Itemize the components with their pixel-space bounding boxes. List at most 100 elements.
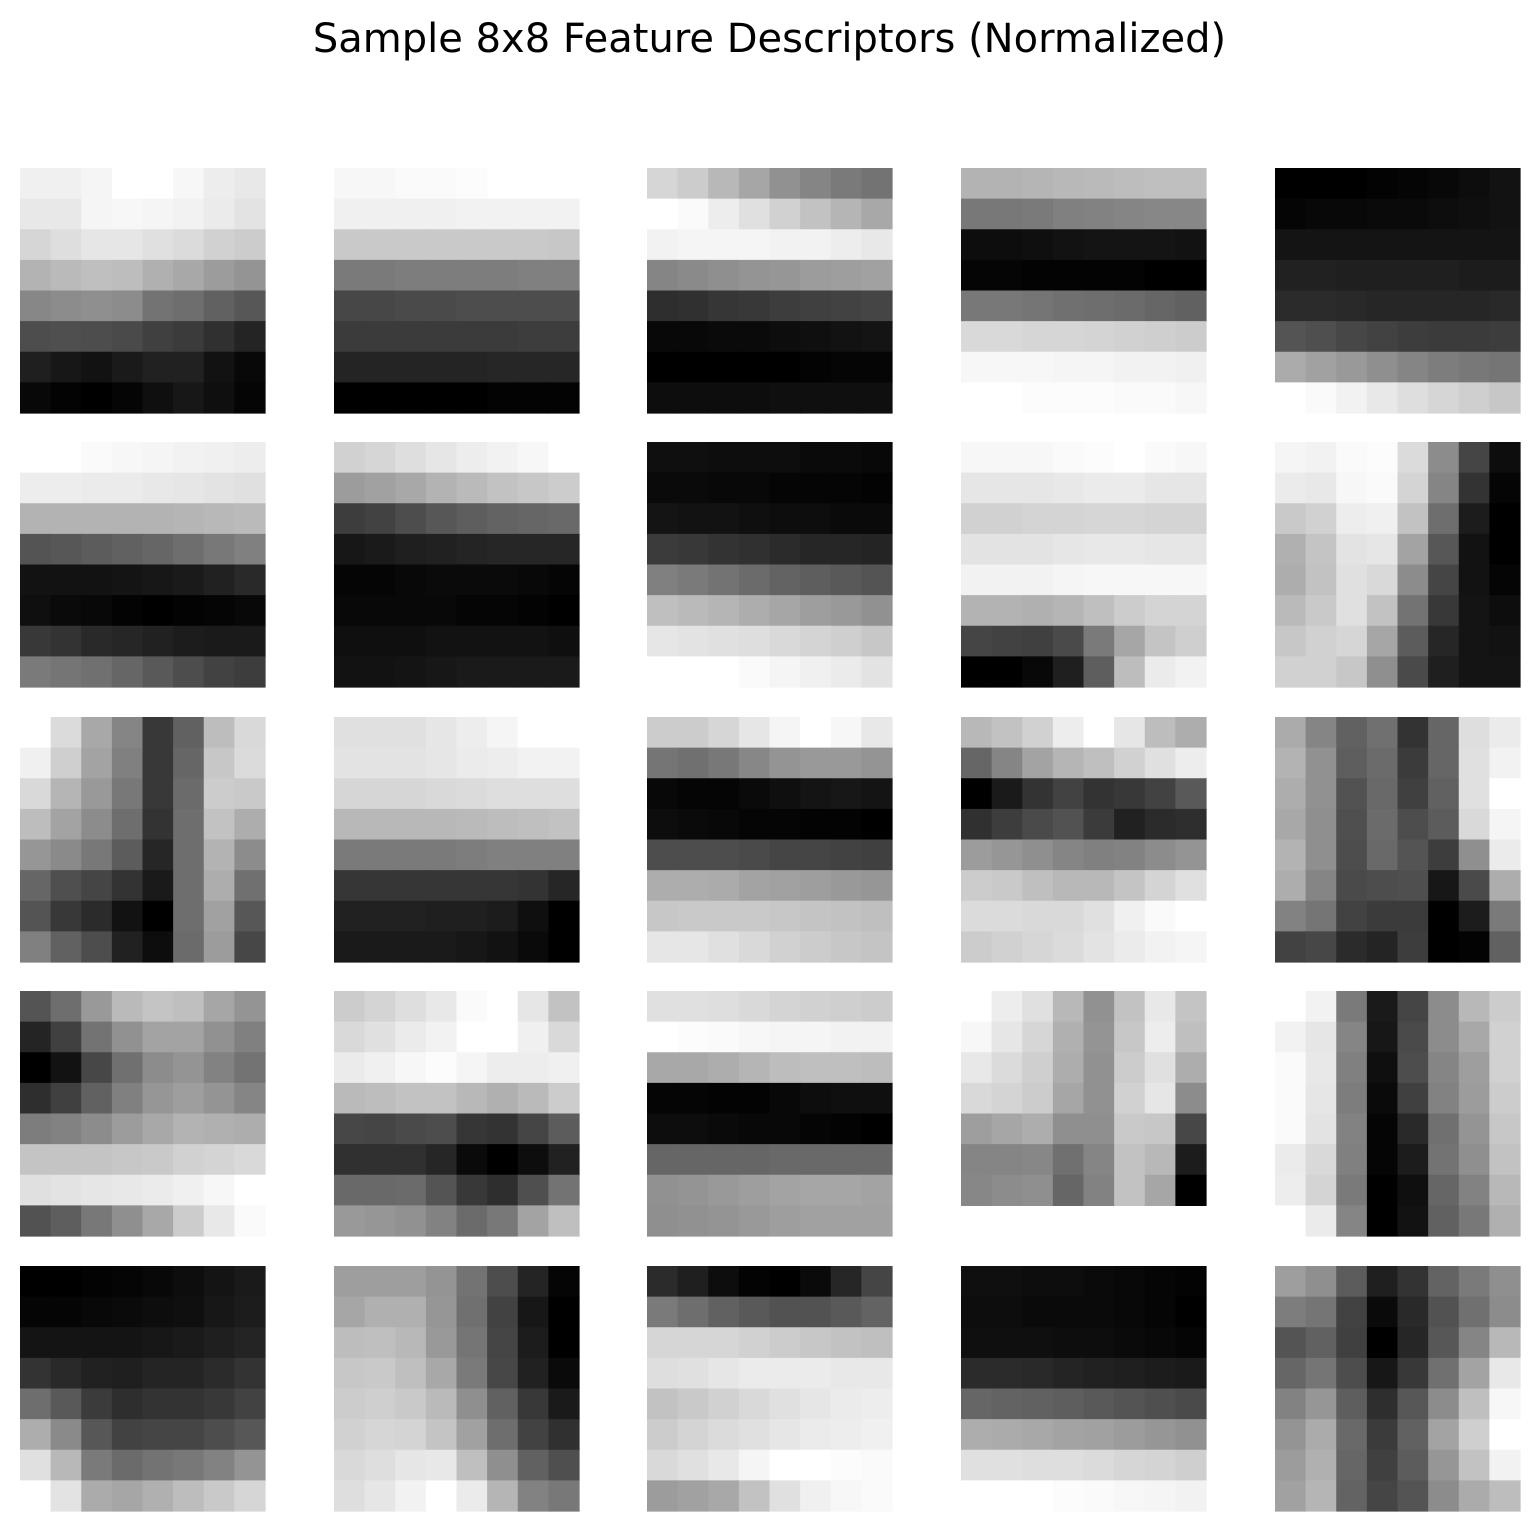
pixel-cell bbox=[1144, 931, 1176, 963]
pixel-cell bbox=[395, 1052, 427, 1084]
pixel-cell bbox=[334, 839, 366, 871]
pixel-cell bbox=[173, 931, 205, 963]
pixel-cell bbox=[1366, 839, 1399, 871]
pixel-cell bbox=[111, 1419, 144, 1451]
pixel-cell bbox=[173, 717, 205, 749]
pixel-cell bbox=[677, 1082, 709, 1115]
pixel-cell bbox=[991, 168, 1023, 200]
pixel-cell bbox=[142, 1144, 174, 1176]
pixel-cell bbox=[1489, 1052, 1521, 1084]
pixel-cell bbox=[991, 229, 1023, 261]
pixel-cell bbox=[50, 1388, 82, 1420]
pixel-cell bbox=[234, 290, 266, 322]
pixel-cell bbox=[395, 1480, 427, 1512]
pixel-cell bbox=[961, 1052, 993, 1084]
pixel-cell bbox=[961, 503, 993, 535]
pixel-cell bbox=[830, 1388, 862, 1420]
pixel-cell bbox=[1305, 382, 1337, 414]
pixel-cell bbox=[769, 442, 801, 474]
pixel-cell bbox=[677, 717, 709, 749]
pixel-cell bbox=[1305, 1174, 1337, 1206]
pixel-cell bbox=[1489, 1357, 1521, 1390]
pixel-cell bbox=[425, 1113, 458, 1145]
pixel-cell bbox=[1175, 808, 1207, 841]
pixel-cell bbox=[1175, 1082, 1207, 1115]
pixel-cell bbox=[1305, 1144, 1337, 1176]
pixel-cell bbox=[50, 321, 82, 353]
pixel-cell bbox=[738, 717, 771, 749]
pixel-cell bbox=[334, 1082, 366, 1115]
pixel-cell bbox=[1175, 870, 1207, 902]
pixel-cell bbox=[487, 1021, 519, 1053]
pixel-cell bbox=[1305, 1266, 1337, 1298]
pixel-cell bbox=[517, 595, 549, 627]
pixel-cell bbox=[1175, 442, 1207, 474]
pixel-cell bbox=[1114, 259, 1146, 292]
pixel-cell bbox=[234, 442, 266, 474]
pixel-cell bbox=[1428, 472, 1460, 504]
pixel-cell bbox=[800, 321, 832, 353]
pixel-cell bbox=[517, 1449, 549, 1481]
pixel-cell bbox=[677, 259, 709, 292]
pixel-cell bbox=[1083, 1052, 1115, 1084]
pixel-cell bbox=[1458, 321, 1490, 353]
pixel-cell bbox=[961, 1144, 993, 1176]
pixel-cell bbox=[1428, 321, 1460, 353]
pixel-cell bbox=[334, 442, 366, 474]
pixel-cell bbox=[1275, 321, 1307, 353]
pixel-cell bbox=[961, 168, 993, 200]
pixel-cell bbox=[708, 839, 740, 871]
pixel-cell bbox=[142, 839, 174, 871]
pixel-cell bbox=[708, 229, 740, 261]
pixel-cell bbox=[487, 1205, 519, 1237]
pixel-cell bbox=[487, 168, 519, 200]
pixel-cell bbox=[395, 595, 427, 627]
pixel-cell bbox=[1336, 259, 1368, 292]
pixel-cell bbox=[708, 472, 740, 504]
pixel-cell bbox=[517, 808, 549, 841]
pixel-cell bbox=[456, 229, 488, 261]
pixel-cell bbox=[456, 1266, 488, 1298]
descriptor-11 bbox=[20, 717, 266, 963]
pixel-cell bbox=[647, 900, 679, 932]
pixel-cell bbox=[203, 533, 235, 566]
pixel-cell bbox=[1022, 625, 1054, 657]
pixel-cell bbox=[708, 1174, 740, 1206]
pixel-cell bbox=[364, 382, 396, 414]
pixel-cell bbox=[1052, 198, 1085, 230]
pixel-cell bbox=[1428, 442, 1460, 474]
pixel-cell bbox=[800, 1388, 832, 1420]
pixel-cell bbox=[456, 472, 488, 504]
pixel-cell bbox=[991, 1082, 1023, 1115]
pixel-cell bbox=[861, 1144, 893, 1176]
pixel-cell bbox=[81, 472, 113, 504]
pixel-cell bbox=[769, 900, 801, 932]
pixel-cell bbox=[708, 808, 740, 841]
pixel-cell bbox=[1489, 1205, 1521, 1237]
pixel-cell bbox=[81, 351, 113, 383]
pixel-cell bbox=[861, 259, 893, 292]
pixel-cell bbox=[517, 839, 549, 871]
pixel-cell bbox=[961, 1266, 993, 1298]
pixel-cell bbox=[50, 1296, 82, 1328]
pixel-cell bbox=[647, 442, 679, 474]
pixel-cell bbox=[1175, 717, 1207, 749]
pixel-cell bbox=[517, 1357, 549, 1390]
pixel-cell bbox=[708, 1205, 740, 1237]
pixel-cell bbox=[20, 1388, 52, 1420]
pixel-cell bbox=[173, 1449, 205, 1481]
pixel-cell bbox=[111, 1357, 144, 1390]
pixel-cell bbox=[769, 198, 801, 230]
pixel-cell bbox=[647, 1205, 679, 1237]
pixel-cell bbox=[1336, 533, 1368, 566]
pixel-cell bbox=[1275, 991, 1307, 1023]
pixel-cell bbox=[173, 595, 205, 627]
pixel-cell bbox=[334, 1480, 366, 1512]
pixel-cell bbox=[1175, 1266, 1207, 1298]
pixel-cell bbox=[961, 1449, 993, 1481]
pixel-cell bbox=[1397, 1357, 1429, 1390]
pixel-cell bbox=[1275, 290, 1307, 322]
pixel-cell bbox=[334, 1113, 366, 1145]
pixel-cell bbox=[395, 1357, 427, 1390]
pixel-cell bbox=[487, 351, 519, 383]
